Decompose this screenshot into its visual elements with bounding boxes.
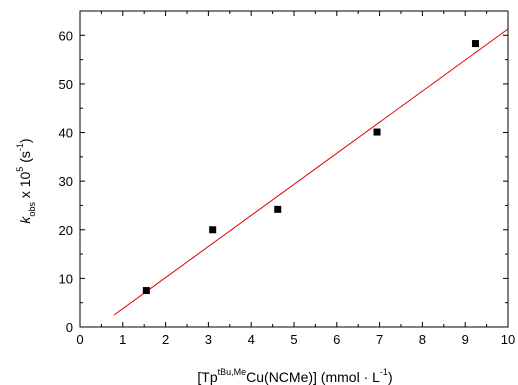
x-tick-label: 0 [76, 332, 83, 347]
linear-fit-line [113, 28, 509, 316]
x-tick-label: 3 [205, 332, 212, 347]
y-title-middle: x 10 [17, 171, 33, 202]
data-point [274, 205, 282, 213]
y-title-unit-exponent: -1 [15, 143, 25, 151]
data-point [209, 226, 217, 234]
plot-frame [79, 10, 509, 328]
y-title-exponent: 5 [15, 167, 25, 172]
x-tick-label: 7 [376, 332, 383, 347]
x-tick-label: 10 [501, 332, 515, 347]
y-tick-label: 0 [66, 320, 73, 335]
x-tick-label: 4 [248, 332, 255, 347]
data-point [471, 40, 479, 48]
x-title-suffix: ) [388, 369, 393, 385]
y-tick-label: 40 [59, 126, 73, 141]
data-point [142, 287, 150, 295]
data-point [373, 128, 381, 136]
y-title-unit-close: ) [17, 138, 33, 143]
x-title-exponent: -1 [380, 367, 388, 377]
y-tick-label: 50 [59, 77, 73, 92]
x-title-prefix: [Tp [197, 369, 217, 385]
x-tick-label: 6 [333, 332, 340, 347]
axes [79, 10, 509, 328]
fit-line-group [113, 28, 509, 316]
x-tick-label: 5 [290, 332, 297, 347]
y-title-subscript: obs [27, 202, 37, 217]
y-axis-title: kobs x 105 (s-1) [15, 138, 37, 223]
y-tick-label: 20 [59, 223, 73, 238]
x-tick-label: 2 [162, 332, 169, 347]
x-axis-title: [TptBu,MeCu(NCMe)] (mmol · L-1) [197, 367, 392, 385]
tick-labels: 0 1 2 3 4 5 6 7 8 9 10 0 10 20 30 40 50 60 [59, 28, 516, 347]
y-title-symbol: k [17, 216, 33, 224]
x-tick-label: 1 [119, 332, 126, 347]
y-tick-label: 60 [59, 28, 73, 43]
y-title-unit-open: (s [17, 151, 33, 167]
x-title-middle: Cu(NCMe)] (mmol · L [246, 369, 380, 385]
y-tick-label: 10 [59, 271, 73, 286]
x-tick-label: 9 [462, 332, 469, 347]
x-tick-label: 8 [419, 332, 426, 347]
data-points [142, 40, 479, 295]
y-tick-label: 30 [59, 174, 73, 189]
x-title-superscript: tBu,Me [218, 367, 247, 377]
